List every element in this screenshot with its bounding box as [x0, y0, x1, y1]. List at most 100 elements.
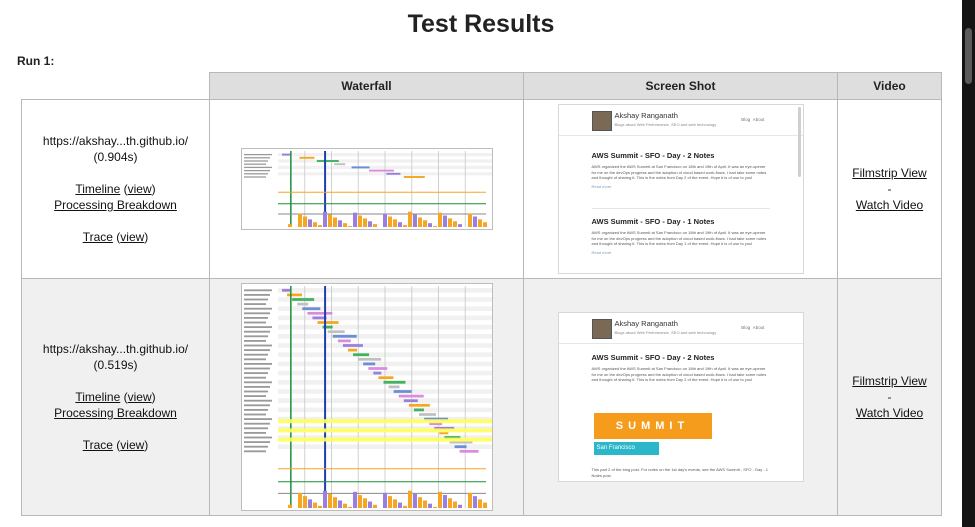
blog-post: AWS Summit - SFO - Day - 2 Notes AWS org…: [592, 151, 770, 189]
waterfall-row-label: [243, 153, 272, 156]
waterfall-request-bar: [377, 376, 393, 380]
processing-breakdown-link[interactable]: Processing Breakdown: [54, 406, 177, 420]
summit-banner-subtitle: San Francisco: [593, 442, 659, 455]
video-cell: Filmstrip View - Watch Video: [837, 278, 942, 516]
waterfall-request-bar: [301, 307, 320, 311]
waterfall-request-bar: [383, 380, 405, 384]
watch-video-link[interactable]: Watch Video: [855, 198, 924, 212]
waterfall-request-bar: [454, 445, 467, 449]
waterfall-row-label: [243, 404, 270, 407]
processing-breakdown-link[interactable]: Processing Breakdown: [54, 198, 177, 212]
waterfall-cpu-bar: [332, 217, 337, 227]
blog-author: Akshay Ranganath: [614, 319, 678, 328]
timeline-link[interactable]: Timeline: [75, 182, 121, 196]
waterfall-cpu-bar: [432, 506, 437, 508]
waterfall-cpu-bar: [342, 223, 347, 227]
waterfall-row-label: [243, 422, 270, 425]
timeline-view-link[interactable]: view: [127, 390, 152, 404]
waterfall-cpu-bar: [297, 213, 302, 227]
load-time: (0.904s): [93, 150, 138, 164]
read-more: Read more: [591, 183, 612, 189]
trace-view-link[interactable]: view: [120, 230, 145, 244]
results-table: Waterfall Screen Shot Video https://aksh…: [21, 72, 942, 516]
waterfall-row-label: [243, 376, 266, 379]
post-title: AWS Summit - SFO - Day - 2 Notes: [591, 353, 715, 362]
table-header-row: Waterfall Screen Shot Video: [21, 72, 942, 100]
waterfall-image[interactable]: [240, 148, 493, 230]
page-title: Test Results: [407, 10, 555, 38]
waterfall-row-label: [243, 293, 270, 296]
header-blank: [21, 72, 210, 100]
post-title: AWS Summit - SFO - Day - 1 Notes: [591, 217, 715, 226]
waterfall-cpu-bar: [477, 219, 482, 227]
avatar: [591, 319, 612, 339]
filmstrip-view-link[interactable]: Filmstrip View: [852, 374, 927, 388]
waterfall-cpu-bar: [472, 216, 477, 227]
waterfall-cpu-bar: [437, 491, 442, 508]
waterfall-cpu-bar: [457, 504, 462, 508]
waterfall-cpu-bar: [337, 220, 342, 227]
waterfall-request-bar: [398, 394, 424, 398]
waterfall-row-label: [243, 441, 270, 444]
waterfall-row-label: [243, 436, 272, 439]
timeline-view-link[interactable]: view: [127, 182, 152, 196]
scrollbar-thumb[interactable]: [965, 28, 972, 84]
screenshot-image[interactable]: Akshay Ranganath Blogs about Web Perform…: [557, 104, 804, 274]
waterfall-request-bar: [291, 298, 314, 301]
waterfall-cpu-bar: [397, 502, 402, 508]
nav-blog: Blog: [741, 325, 751, 330]
waterfall-cpu-bar: [287, 224, 292, 227]
waterfall-request-bar: [408, 403, 430, 407]
waterfall-request-bar: [347, 348, 357, 352]
waterfall-row-label: [243, 307, 272, 310]
waterfall-row-label: [243, 427, 268, 430]
waterfall-cpu-bar: [362, 218, 367, 227]
waterfall-row-label: [243, 395, 266, 398]
filmstrip-view-link[interactable]: Filmstrip View: [852, 166, 927, 180]
waterfall-request-bar: [357, 357, 381, 361]
test-info-cell: https://akshay...th.github.io/ (0.904s) …: [21, 99, 210, 279]
waterfall-cpu-bar: [482, 502, 487, 508]
waterfall-cpu-bar: [367, 221, 372, 227]
waterfall-cpu-bar: [312, 222, 317, 227]
waterfall-cpu-bar: [427, 503, 432, 508]
waterfall-image[interactable]: [240, 283, 493, 511]
trace-view-link[interactable]: view: [120, 438, 145, 452]
waterfall-highlight-row: [277, 428, 492, 433]
waterfall-cpu-bar: [432, 226, 437, 227]
blog-nav: Blog About: [741, 325, 764, 330]
nav-about: About: [752, 117, 765, 122]
waterfall-cpu-bar: [322, 490, 327, 508]
waterfall-request-bar: [438, 431, 448, 435]
waterfall-row-label: [243, 330, 270, 333]
waterfall-request-bar: [281, 153, 290, 156]
waterfall-request-bar: [286, 293, 302, 297]
waterfall-request-bar: [337, 339, 351, 343]
waterfall-cpu-bar: [427, 223, 432, 227]
watch-video-link[interactable]: Watch Video: [855, 406, 924, 420]
test-url: https://akshay...th.github.io/: [42, 342, 189, 356]
waterfall-cpu-bar: [317, 225, 322, 227]
read-more: Read more: [591, 249, 612, 255]
waterfall-request-bar: [428, 422, 442, 426]
waterfall-row-label: [243, 298, 268, 301]
waterfall-cpu-bar: [457, 224, 462, 227]
timeline-link[interactable]: Timeline: [75, 390, 121, 404]
waterfall-cpu-bar: [447, 498, 452, 508]
waterfall-cpu-bar: [357, 495, 362, 508]
screenshot-image[interactable]: Akshay Ranganath Blogs about Web Perform…: [557, 312, 804, 482]
waterfall-cpu-bar: [347, 226, 352, 227]
waterfall-request-bar: [317, 321, 339, 324]
waterfall-request-bar: [413, 408, 424, 412]
waterfall-cpu-bar: [472, 496, 477, 508]
video-cell: Filmstrip View - Watch Video: [837, 99, 942, 279]
trace-link[interactable]: Trace: [82, 230, 113, 244]
trace-link[interactable]: Trace: [82, 438, 113, 452]
waterfall-cpu-bar: [422, 220, 427, 227]
waterfall-cpu-bar: [467, 492, 472, 508]
waterfall-row-label: [243, 339, 266, 342]
waterfall-row-label: [243, 166, 272, 169]
waterfall-cpu-bar: [342, 503, 347, 508]
waterfall-request-bar: [393, 390, 412, 393]
waterfall-row-label: [243, 418, 272, 421]
